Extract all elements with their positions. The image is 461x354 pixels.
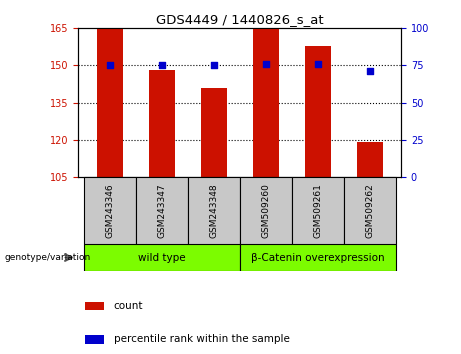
Bar <box>85 335 104 343</box>
Point <box>106 63 113 68</box>
Bar <box>148 70 175 177</box>
FancyBboxPatch shape <box>344 177 396 244</box>
Point <box>210 63 218 68</box>
Text: count: count <box>114 301 143 311</box>
Text: genotype/variation: genotype/variation <box>5 253 91 262</box>
FancyBboxPatch shape <box>240 177 292 244</box>
FancyBboxPatch shape <box>136 177 188 244</box>
Text: GSM243347: GSM243347 <box>157 183 166 238</box>
Point <box>158 63 165 68</box>
Bar <box>305 46 331 177</box>
Text: GSM509262: GSM509262 <box>365 183 374 238</box>
FancyBboxPatch shape <box>83 177 136 244</box>
Text: GSM243346: GSM243346 <box>105 183 114 238</box>
Text: GSM243348: GSM243348 <box>209 183 218 238</box>
Bar <box>85 302 104 310</box>
Bar <box>201 88 227 177</box>
Title: GDS4449 / 1440826_s_at: GDS4449 / 1440826_s_at <box>156 13 324 26</box>
Point <box>366 69 373 74</box>
FancyBboxPatch shape <box>188 177 240 244</box>
Point <box>314 61 321 67</box>
FancyBboxPatch shape <box>83 244 240 271</box>
Point <box>262 61 269 67</box>
Bar <box>97 28 123 177</box>
Text: GSM509261: GSM509261 <box>313 183 322 238</box>
Text: β-Catenin overexpression: β-Catenin overexpression <box>251 252 384 263</box>
Bar <box>253 28 279 177</box>
Text: GSM509260: GSM509260 <box>261 183 270 238</box>
Text: wild type: wild type <box>138 252 185 263</box>
FancyBboxPatch shape <box>292 177 344 244</box>
Bar <box>357 142 383 177</box>
Text: percentile rank within the sample: percentile rank within the sample <box>114 335 290 344</box>
FancyBboxPatch shape <box>240 244 396 271</box>
